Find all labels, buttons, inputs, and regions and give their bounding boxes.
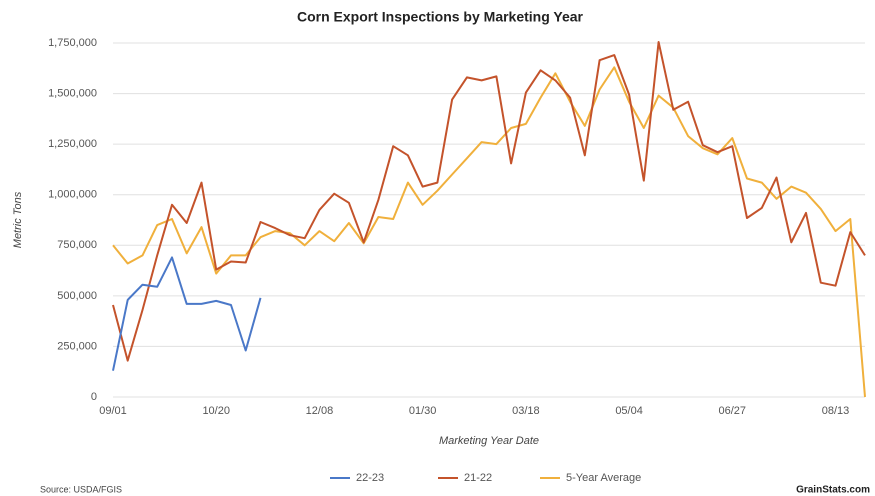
legend-label: 21-22 bbox=[464, 472, 492, 484]
x-tick-label: 05/04 bbox=[615, 405, 643, 417]
y-tick-label: 1,500,000 bbox=[48, 87, 97, 99]
y-tick-label: 250,000 bbox=[57, 340, 97, 352]
x-axis-title: Marketing Year Date bbox=[439, 435, 539, 447]
y-tick-label: 1,000,000 bbox=[48, 189, 97, 201]
y-tick-label: 1,250,000 bbox=[48, 138, 97, 150]
x-tick-label: 12/08 bbox=[306, 405, 334, 417]
legend-label: 22-23 bbox=[356, 472, 384, 484]
brand: GrainStats.com bbox=[796, 485, 870, 496]
series-line bbox=[112, 256, 262, 371]
y-tick-label: 0 bbox=[91, 391, 97, 403]
x-tick-label: 03/18 bbox=[512, 405, 540, 417]
legend-label: 5-Year Average bbox=[566, 472, 641, 484]
x-tick-label: 01/30 bbox=[409, 405, 437, 417]
y-tick-label: 500,000 bbox=[57, 290, 97, 302]
chart-title: Corn Export Inspections by Marketing Yea… bbox=[297, 9, 584, 25]
x-tick-label: 10/20 bbox=[202, 405, 230, 417]
x-tick-label: 09/01 bbox=[99, 405, 127, 417]
source: Source: USDA/FGIS bbox=[40, 484, 122, 494]
y-tick-label: 1,750,000 bbox=[48, 37, 97, 49]
series-line bbox=[112, 41, 866, 362]
series-line bbox=[112, 66, 866, 398]
y-tick-label: 750,000 bbox=[57, 239, 97, 251]
y-axis-title: Metric Tons bbox=[12, 191, 24, 248]
x-tick-label: 08/13 bbox=[822, 405, 850, 417]
x-tick-label: 06/27 bbox=[719, 405, 747, 417]
